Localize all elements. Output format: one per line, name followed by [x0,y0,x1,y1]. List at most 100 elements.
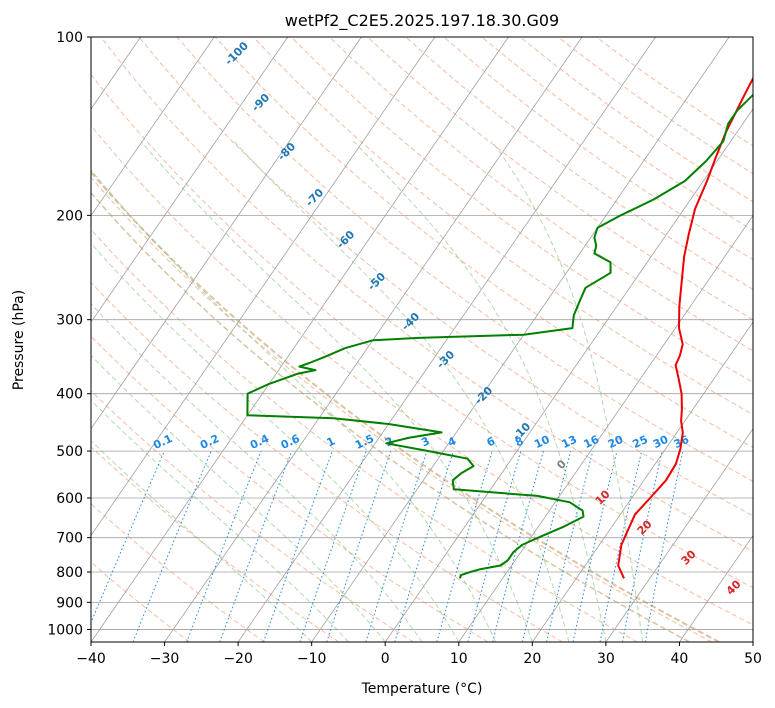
x-axis-label: Temperature (°C) [361,681,483,697]
isotherms [91,37,753,642]
dry-adiabat-line [138,37,753,517]
dry-adiabat-line [405,37,753,290]
mixing-ratio-line [572,450,618,642]
mixing-ratio-line [599,450,643,642]
isotherm-line [91,37,289,323]
isotherm-line [605,428,753,642]
plot-area: 0.1 0.2 0.4 0.6 1 1.5 2 3 4 6 8 10 13 16 20 25 30 36 -100… [91,37,753,642]
mixing-ratio-lines [91,450,684,642]
height-label: -50 [365,270,388,293]
profiles [246,76,753,579]
mixing-ratio-label: 30 [651,433,671,451]
y-tick-label: 700 [56,531,83,547]
height-label: 30 [679,547,699,567]
x-tick-label: −40 [76,651,106,667]
x-tick-label: −10 [297,651,327,667]
dry-adiabat-line [214,37,753,449]
y-tick-label: 600 [56,491,83,507]
dry-adiabat-line [91,176,713,642]
moist-adiabats [91,140,644,642]
dry-adiabat-line [91,561,191,642]
y-tick-label: 1000 [47,622,83,638]
dry-adiabat-line [91,228,638,642]
isotherm-line [91,37,436,537]
y-tick-label: 100 [56,30,83,46]
mixing-ratio-label: 0.4 [248,432,271,452]
plot-frame [90,36,754,643]
freezing-arcs [91,170,720,642]
dry-adiabat-line [91,281,563,642]
x-axis-ticks: −40 −30 −20 −10 0 10 20 30 40 50 [76,642,762,667]
mixing-ratio-line [546,450,594,642]
moist-adiabat-line [233,140,570,642]
x-tick-label: 20 [523,651,541,667]
moist-adiabat-line [140,140,533,642]
isotherm-line [237,37,656,642]
isotherm-line [384,108,753,642]
dry-adiabat-line [367,37,753,321]
temperature-profile [617,76,753,579]
mixing-ratio-label: 20 [606,433,626,451]
mixing-ratio-label: 10 [532,433,552,451]
dry-adiabat-line [252,37,753,416]
isotherm-line [91,37,215,217]
height-label: 40 [724,577,744,597]
height-label: -20 [472,384,495,407]
x-tick-label: 50 [744,651,762,667]
isotherm-line [91,37,362,430]
mixing-ratio-label: 1 [325,434,337,449]
mixing-ratio-line [365,450,428,642]
isotherm-line [311,37,730,642]
freezing-arc-line [91,170,720,642]
x-tick-label: 30 [597,651,615,667]
mixing-ratio-label: 16 [582,433,602,451]
x-tick-label: 0 [381,651,390,667]
mixing-ratio-label: 25 [631,433,650,451]
dry-adiabat-line [91,503,265,642]
dry-adiabat-line [91,390,414,642]
moist-adiabat-line [91,399,349,642]
dry-adiabat-line [481,37,753,232]
height-label: 10 [593,487,613,507]
mixing-ratio-line [326,450,392,642]
chart-title: wetPf2_C2E5.2025.197.18.30.G09 [285,11,559,31]
dry-adiabat-line [91,446,340,642]
dewpoint-profile [246,93,753,579]
isotherm-line [752,641,753,642]
isotherm-line [532,321,753,642]
y-tick-label: 500 [56,444,83,460]
y-axis-label: Pressure (hPa) [11,290,27,390]
height-label: 0 [554,457,569,472]
mixing-ratio-line [522,450,572,642]
isotherm-line [91,37,509,642]
mixing-ratio-line [299,450,367,642]
y-tick-label: 200 [56,208,83,224]
mixing-ratio-line [436,450,493,642]
dry-adiabat-line [100,37,753,552]
y-tick-label: 300 [56,313,83,329]
mixing-ratio-label: 13 [560,433,579,451]
moist-adiabat-line [91,440,313,642]
height-label: 20 [635,517,655,537]
height-label: -70 [303,186,326,209]
mixing-ratio-line [263,450,333,642]
mixing-ratio-line [132,450,212,642]
dry-adiabat-line [291,37,753,383]
height-label: -100 [222,39,251,68]
mixing-ratio-line [91,450,165,624]
freezing-arc-line [91,191,690,642]
height-label: -60 [334,228,357,251]
mixing-ratio-label: 4 [446,434,459,449]
mixing-ratio-label: 0.6 [279,432,302,452]
mixing-ratio-label: 0.2 [198,432,221,452]
x-tick-label: −30 [150,651,180,667]
x-tick-label: 40 [671,651,689,667]
height-label: -30 [434,348,457,371]
x-tick-label: 10 [450,651,468,667]
y-axis-ticks: 100 200 300 400 500 600 700 800 900 1000 [47,30,91,638]
y-tick-label: 800 [56,565,83,581]
pressure-gridlines [91,37,753,630]
y-tick-label: 900 [56,595,83,611]
